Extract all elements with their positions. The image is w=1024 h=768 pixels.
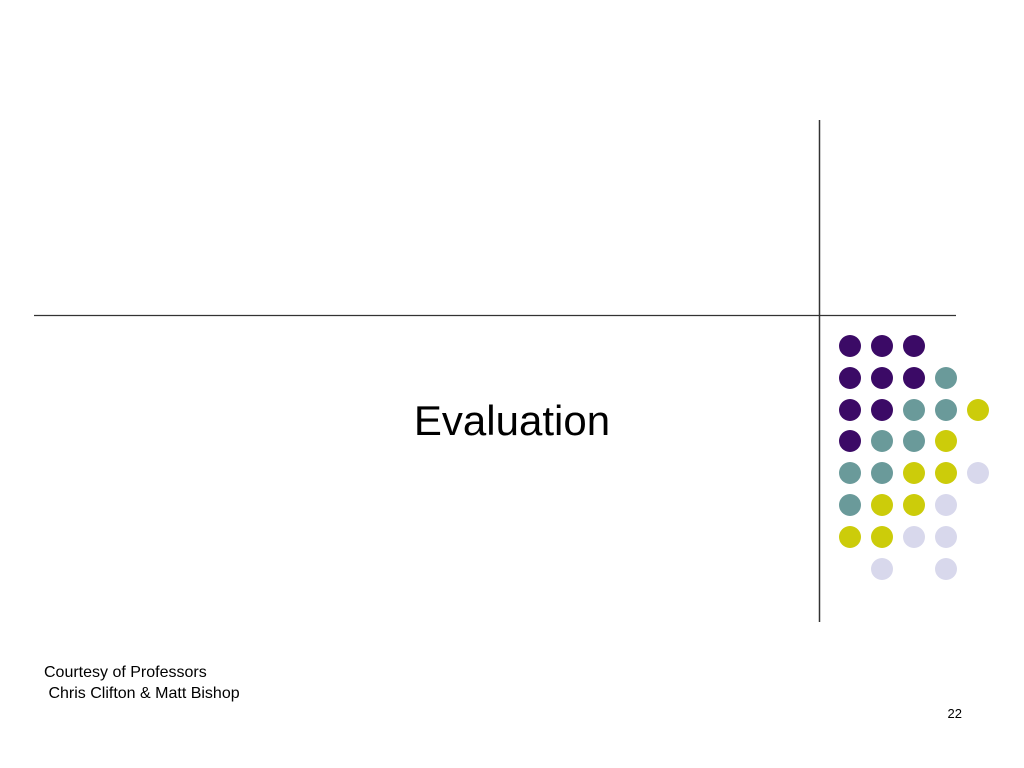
dot <box>839 399 861 421</box>
dot <box>871 367 893 389</box>
dot <box>903 462 925 484</box>
page-number: 22 <box>947 706 962 721</box>
dot <box>871 462 893 484</box>
dot <box>839 430 861 452</box>
dot <box>935 494 957 516</box>
dot <box>967 399 989 421</box>
dot <box>839 494 861 516</box>
dot <box>935 558 957 580</box>
dot <box>839 462 861 484</box>
dot <box>871 399 893 421</box>
dot <box>935 526 957 548</box>
dot <box>935 430 957 452</box>
dot <box>903 526 925 548</box>
footer-line: Courtesy of Professors <box>44 664 207 681</box>
dot <box>903 399 925 421</box>
dot <box>903 430 925 452</box>
dot <box>935 399 957 421</box>
dot <box>871 494 893 516</box>
dot <box>903 494 925 516</box>
dot <box>871 430 893 452</box>
dot <box>871 335 893 357</box>
dot <box>935 367 957 389</box>
dot <box>967 462 989 484</box>
dot <box>839 335 861 357</box>
dot <box>935 462 957 484</box>
dot <box>903 335 925 357</box>
dot <box>839 526 861 548</box>
dot <box>871 558 893 580</box>
slide-title: Evaluation <box>413 397 611 444</box>
dot <box>871 526 893 548</box>
dot <box>839 367 861 389</box>
footer-line: Chris Clifton & Matt Bishop <box>44 685 240 702</box>
dot <box>903 367 925 389</box>
